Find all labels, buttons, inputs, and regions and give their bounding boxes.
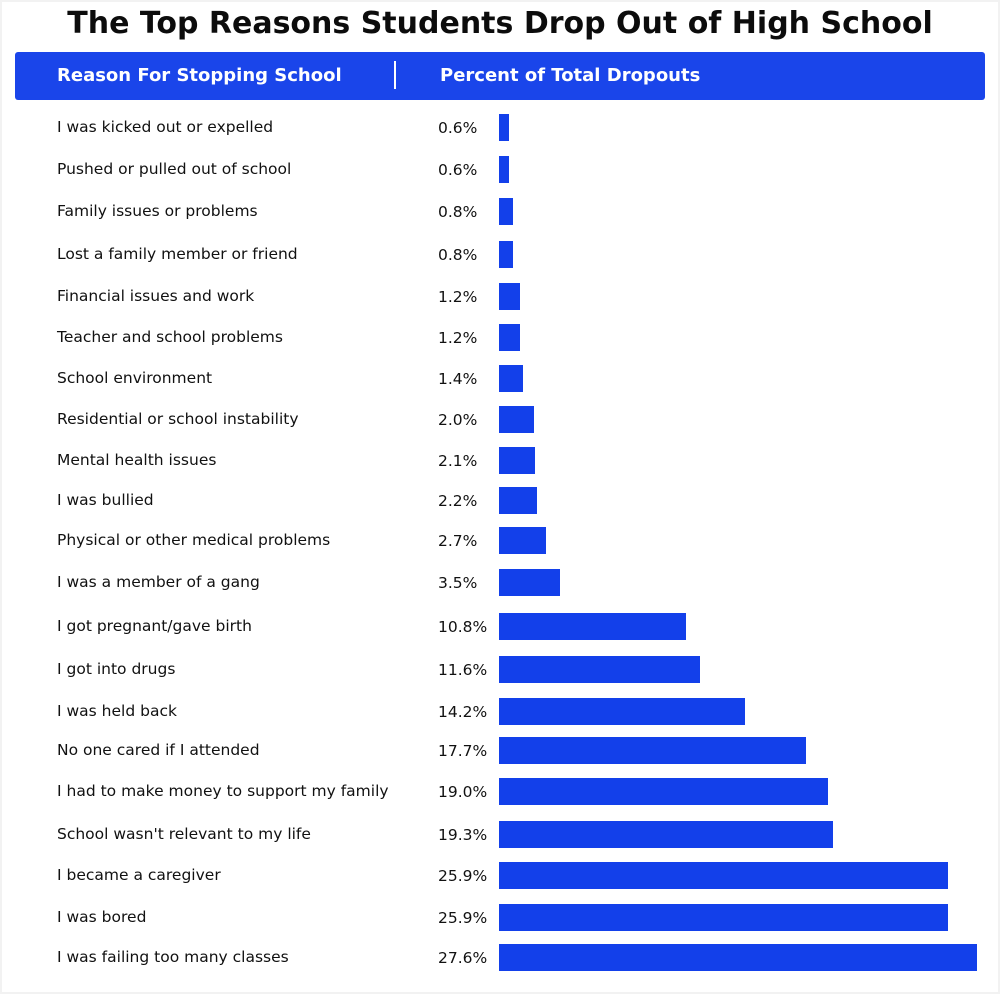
row-label: I was bullied xyxy=(57,491,154,509)
bar xyxy=(499,613,686,640)
bar xyxy=(499,241,513,268)
bar xyxy=(499,737,806,764)
data-label: 11.6% xyxy=(438,661,488,679)
bar xyxy=(499,778,828,805)
chart-title: The Top Reasons Students Drop Out of Hig… xyxy=(67,6,933,41)
bar xyxy=(499,406,534,433)
percent-column-header: Percent of Total Dropouts xyxy=(440,65,701,86)
row-label: I was a member of a gang xyxy=(57,573,260,591)
row-label: I was bored xyxy=(57,908,147,926)
table-header: Reason For Stopping School Percent of To… xyxy=(15,52,985,100)
row-label: School wasn't relevant to my life xyxy=(57,825,311,843)
data-label: 10.8% xyxy=(438,618,488,636)
bar xyxy=(499,487,537,514)
row-label: Mental health issues xyxy=(57,451,217,469)
data-label: 17.7% xyxy=(438,742,488,760)
data-label: 27.6% xyxy=(438,949,488,967)
bar xyxy=(499,324,520,351)
data-label: 2.0% xyxy=(438,411,478,429)
bar xyxy=(499,569,560,596)
row-label: Lost a family member or friend xyxy=(57,245,298,263)
row-label: Family issues or problems xyxy=(57,202,258,220)
data-label: 0.8% xyxy=(438,203,478,221)
data-label: 0.8% xyxy=(438,246,478,264)
bar xyxy=(499,527,546,554)
header-divider xyxy=(394,61,396,89)
row-label: I got into drugs xyxy=(57,660,176,678)
data-label: 25.9% xyxy=(438,909,488,927)
data-label: 3.5% xyxy=(438,574,478,592)
data-label: 14.2% xyxy=(438,703,488,721)
data-label: 1.2% xyxy=(438,288,478,306)
data-label: 1.2% xyxy=(438,329,478,347)
row-label: Teacher and school problems xyxy=(57,328,283,346)
row-label: Financial issues and work xyxy=(57,287,255,305)
data-label: 1.4% xyxy=(438,370,478,388)
row-label: No one cared if I attended xyxy=(57,741,260,759)
row-label: I got pregnant/gave birth xyxy=(57,617,252,635)
bar xyxy=(499,862,948,889)
data-label: 0.6% xyxy=(438,161,478,179)
row-label: School environment xyxy=(57,369,213,387)
data-label: 2.1% xyxy=(438,452,478,470)
data-label: 19.0% xyxy=(438,783,488,801)
row-label: I had to make money to support my family xyxy=(57,782,389,800)
row-label: I was failing too many classes xyxy=(57,948,289,966)
row-label: I was held back xyxy=(57,702,177,720)
bar xyxy=(499,156,509,183)
bar xyxy=(499,698,745,725)
reason-column-header: Reason For Stopping School xyxy=(57,65,342,86)
row-label: I was kicked out or expelled xyxy=(57,118,274,136)
data-label: 25.9% xyxy=(438,867,488,885)
data-label: 0.6% xyxy=(438,119,478,137)
row-label: Residential or school instability xyxy=(57,410,299,428)
bar xyxy=(499,904,948,931)
bar xyxy=(499,447,535,474)
bar xyxy=(499,944,977,971)
data-label: 2.7% xyxy=(438,532,478,550)
bar xyxy=(499,114,509,141)
row-label: Pushed or pulled out of school xyxy=(57,160,292,178)
row-label: Physical or other medical problems xyxy=(57,531,331,549)
row-label: I became a caregiver xyxy=(57,866,221,884)
data-label: 19.3% xyxy=(438,826,488,844)
bar xyxy=(499,283,520,310)
bar xyxy=(499,821,833,848)
bar xyxy=(499,656,700,683)
bar xyxy=(499,198,513,225)
data-label: 2.2% xyxy=(438,492,478,510)
bar xyxy=(499,365,523,392)
